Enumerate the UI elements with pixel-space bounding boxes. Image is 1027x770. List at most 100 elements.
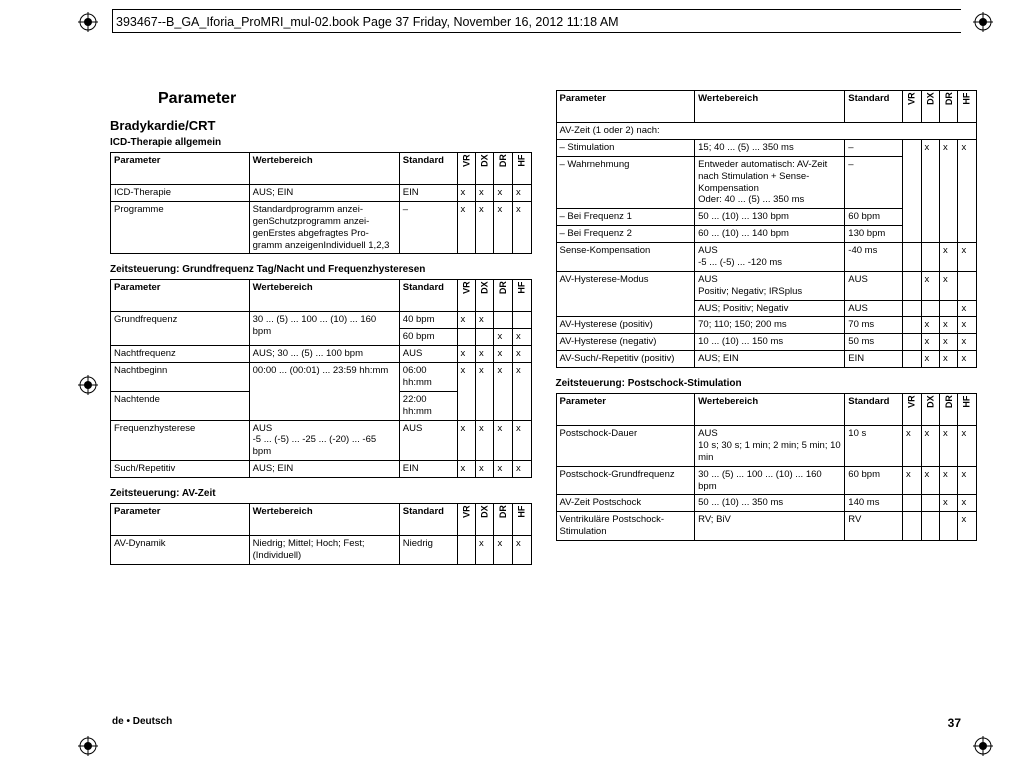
table-row: Frequenzhysterese AUS -5 ... (-5) ... -2…: [111, 420, 532, 461]
cell: x: [476, 536, 494, 565]
col-header-dr: DR: [939, 91, 957, 123]
right-column: Parameter Wertebereich Standard VR DX DR…: [556, 90, 978, 575]
cell: x: [457, 346, 475, 363]
cell: [958, 271, 977, 300]
print-registration-icon: [78, 12, 98, 32]
cell: x: [494, 201, 512, 254]
cell: x: [921, 271, 939, 300]
cell: x: [457, 201, 475, 254]
col-header: Wertebereich: [695, 394, 845, 426]
cell: x: [494, 363, 512, 421]
cell: 50 ... (10) ... 350 ms: [695, 495, 845, 512]
cell: Niedrig: [399, 536, 457, 565]
cell: x: [476, 461, 494, 478]
cell: x: [476, 312, 494, 329]
cell: AUS; EIN: [249, 185, 399, 202]
footer-lang: de • Deutsch: [112, 716, 172, 730]
cell: x: [939, 243, 957, 272]
cell: 30 ... (5) ... 100 ... (10) ... 160 bpm: [695, 466, 845, 495]
cell: x: [512, 329, 531, 346]
table-row: Postschock-Grundfrequenz 30 ... (5) ... …: [556, 466, 977, 495]
col-header-hf: HF: [512, 153, 531, 185]
col-header-hf: HF: [958, 394, 977, 426]
cell: x: [939, 426, 957, 467]
cell: –: [845, 139, 903, 156]
col-header-vr: VR: [903, 91, 921, 123]
table-row: Nachtbeginn 00:00 ... (00:01) ... 23:59 …: [111, 363, 532, 392]
cell: AV-Such/-Repetitiv (positiv): [556, 351, 695, 368]
document-page: 393467--B_GA_Iforia_ProMRI_mul-02.book P…: [0, 0, 1027, 770]
postschock-table: Parameter Wertebereich Standard VR DX DR…: [556, 393, 978, 541]
cell: Sense-Kompensation: [556, 243, 695, 272]
section-heading: Bradykardie/CRT: [110, 118, 532, 133]
cell: AUS -5 ... (-5) ... -25 ... (-20) ... -6…: [249, 420, 399, 461]
cell: 10 s: [845, 426, 903, 467]
col-header-dx: DX: [921, 91, 939, 123]
col-header-dx: DX: [476, 153, 494, 185]
cell: x: [512, 201, 531, 254]
cell: Programme: [111, 201, 250, 254]
cell: x: [476, 201, 494, 254]
cell: [457, 329, 475, 346]
cell: x: [921, 426, 939, 467]
cell: Nachtende: [111, 391, 250, 420]
cell: Ventrikuläre Postschock-Stimulation: [556, 512, 695, 541]
col-header-vr: VR: [903, 394, 921, 426]
col-header: Parameter: [111, 504, 250, 536]
cell: AUS: [399, 420, 457, 461]
cell: 15; 40 ... (5) ... 350 ms: [695, 139, 845, 156]
cell: x: [512, 420, 531, 461]
cell: x: [494, 420, 512, 461]
cell: [903, 317, 921, 334]
cell: 60 bpm: [845, 209, 903, 226]
cell: x: [494, 185, 512, 202]
cell: [476, 329, 494, 346]
cell: Frequenzhysterese: [111, 420, 250, 461]
subsection-heading: Zeitsteuerung: Postschock-Stimulation: [556, 378, 978, 389]
cell: x: [958, 426, 977, 467]
table-row: AV-Dynamik Niedrig; Mittel; Hoch; Fest; …: [111, 536, 532, 565]
av-zeit-table: Parameter Wertebereich Standard VR DX DR…: [556, 90, 978, 368]
cell: x: [958, 334, 977, 351]
cell: x: [903, 466, 921, 495]
cell: x: [939, 495, 957, 512]
cell: x: [921, 351, 939, 368]
cell: [494, 312, 512, 329]
table-row: Nachtfrequenz AUS; 30 ... (5) ... 100 bp…: [111, 346, 532, 363]
cell: – Bei Frequenz 2: [556, 226, 695, 243]
col-header-dx: DX: [476, 504, 494, 536]
cell: 70; 110; 150; 200 ms: [695, 317, 845, 334]
cell: x: [494, 346, 512, 363]
col-header-vr: VR: [457, 153, 475, 185]
cell: x: [958, 512, 977, 541]
cell: Nachtbeginn: [111, 363, 250, 392]
cell: x: [476, 420, 494, 461]
cell: AV-Hysterese (positiv): [556, 317, 695, 334]
cell: 60 ... (10) ... 140 bpm: [695, 226, 845, 243]
cell: AV-Hysterese-Modus: [556, 271, 695, 317]
cell: x: [476, 346, 494, 363]
table-row: AV-Such/-Repetitiv (positiv) AUS; EIN EI…: [556, 351, 977, 368]
cell: Niedrig; Mittel; Hoch; Fest; (Individuel…: [249, 536, 399, 565]
cell: AUS Positiv; Negativ; IRSplus: [695, 271, 845, 300]
col-header-dr: DR: [939, 394, 957, 426]
content-columns: Parameter Bradykardie/CRT ICD-Therapie a…: [110, 90, 977, 575]
col-header: Wertebereich: [249, 153, 399, 185]
cell: x: [958, 300, 977, 317]
cell: 140 ms: [845, 495, 903, 512]
table-row: AV-Hysterese (negativ) 10 ... (10) ... 1…: [556, 334, 977, 351]
print-registration-icon: [78, 736, 98, 756]
cell: AUS -5 ... (-5) ... -120 ms: [695, 243, 845, 272]
cell: Grundfrequenz: [111, 312, 250, 346]
cell: x: [457, 461, 475, 478]
cell: AV-Dynamik: [111, 536, 250, 565]
cell: – Bei Frequenz 1: [556, 209, 695, 226]
page-number: 37: [948, 716, 961, 730]
cell: [903, 512, 921, 541]
cell: x: [958, 351, 977, 368]
cell: [921, 495, 939, 512]
col-header: Wertebereich: [695, 91, 845, 123]
left-column: Parameter Bradykardie/CRT ICD-Therapie a…: [110, 90, 532, 575]
cell: x: [903, 426, 921, 467]
cell: x: [512, 461, 531, 478]
